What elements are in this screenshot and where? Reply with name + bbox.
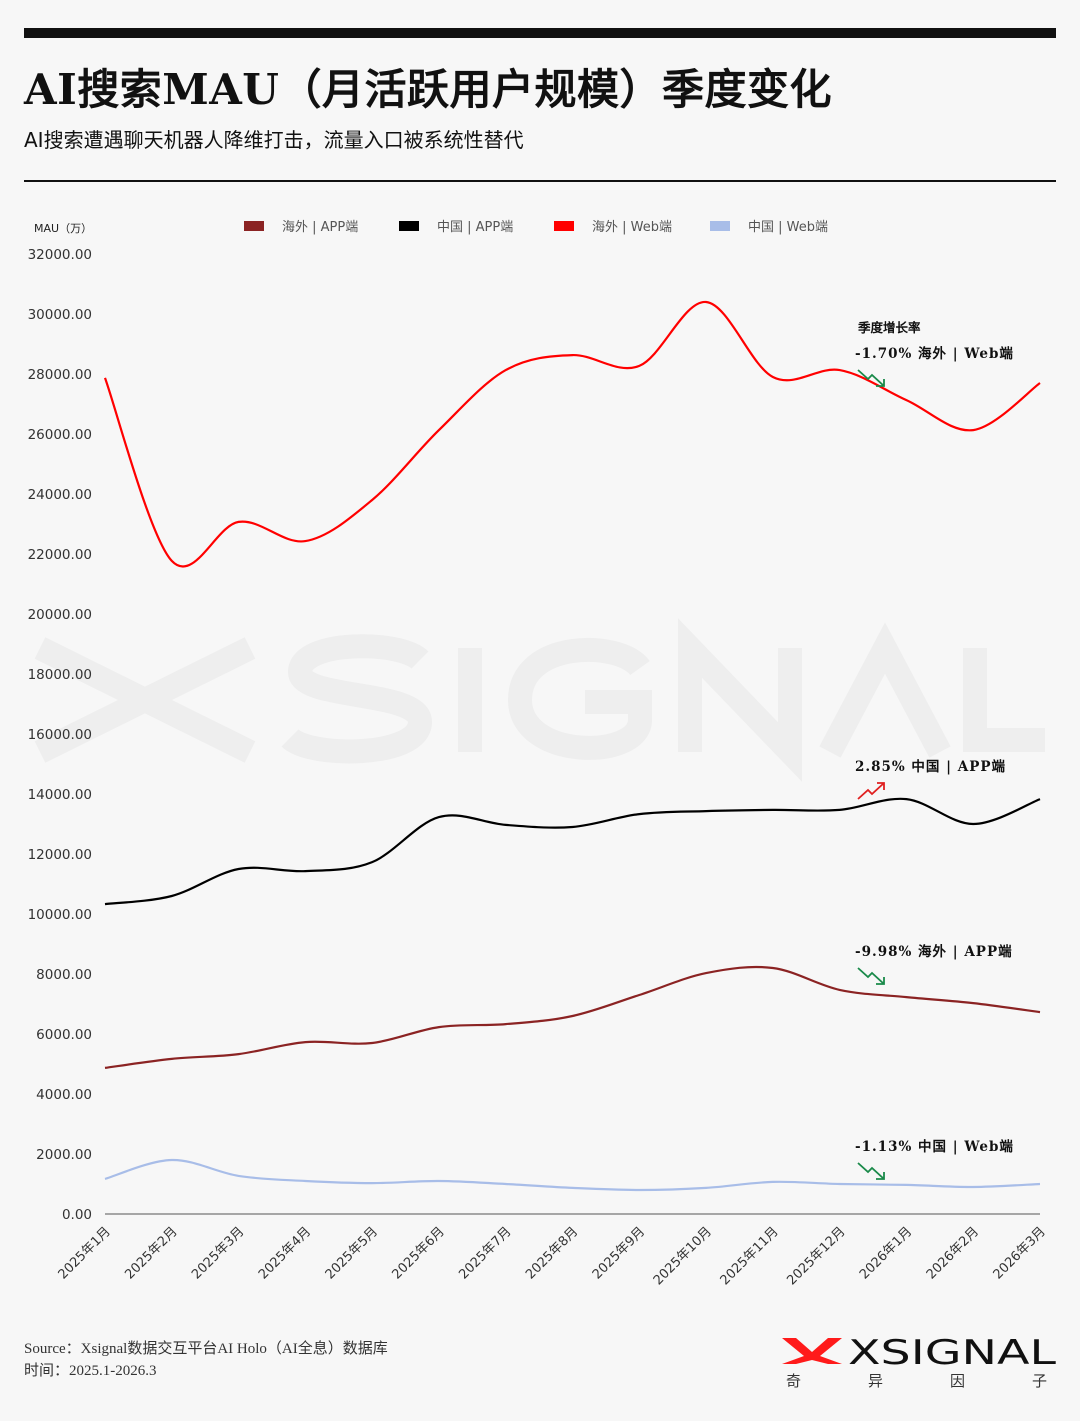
y-tick-label: 16000.00 xyxy=(28,727,92,743)
growth-annotation: -9.98% 海外 | APP端 xyxy=(855,943,1013,960)
footer: Source：Xsignal数据交互平台AI Holo（AI全息）数据库 时间：… xyxy=(24,1338,388,1382)
y-tick-label: 14000.00 xyxy=(28,787,92,803)
y-axis-label: MAU（万） xyxy=(34,222,92,235)
y-tick-label: 10000.00 xyxy=(28,907,92,923)
legend-swatch xyxy=(554,221,574,231)
x-tick-label: 2025年2月 xyxy=(122,1224,180,1282)
x-tick-label: 2025年5月 xyxy=(323,1224,381,1282)
y-tick-label: 4000.00 xyxy=(36,1087,92,1103)
x-tick-label: 2026年3月 xyxy=(991,1224,1049,1282)
logo-subtext-char: 子 xyxy=(1032,1372,1047,1390)
legend-label: 海外 | APP端 xyxy=(282,220,358,235)
xsignal-logo: XSIGNAL 奇 异 因 子 xyxy=(782,1334,1056,1390)
x-tick-label: 2025年3月 xyxy=(189,1224,247,1282)
legend-swatch xyxy=(244,221,264,231)
series-line xyxy=(104,965,1041,1069)
series-line xyxy=(104,1158,1041,1192)
x-tick-label: 2026年1月 xyxy=(857,1224,915,1282)
x-tick-label: 2025年11月 xyxy=(718,1224,782,1288)
y-tick-label: 26000.00 xyxy=(28,427,92,443)
y-tick-label: 24000.00 xyxy=(28,487,92,503)
y-tick-label: 18000.00 xyxy=(28,667,92,683)
logo-subtext-char: 奇 xyxy=(786,1372,801,1390)
source-text: Source：Xsignal数据交互平台AI Holo（AI全息）数据库 xyxy=(24,1341,388,1357)
growth-annotation: -1.70% 海外 | Web端 xyxy=(855,345,1014,362)
x-tick-label: 2025年4月 xyxy=(256,1224,314,1282)
x-tick-label: 2025年10月 xyxy=(651,1224,715,1288)
growth-annotation: -1.13% 中国 | Web端 xyxy=(855,1138,1014,1155)
y-tick-label: 6000.00 xyxy=(36,1027,92,1043)
y-tick-label: 0.00 xyxy=(62,1207,92,1223)
x-tick-label: 2025年7月 xyxy=(456,1224,514,1282)
top-bar xyxy=(24,28,1056,38)
page-subtitle: AI搜索遭遇聊天机器人降维打击，流量入口被系统性替代 xyxy=(24,128,524,152)
trend-down-icon xyxy=(857,967,885,985)
legend-label: 中国 | APP端 xyxy=(437,220,513,235)
legend-swatch xyxy=(399,221,419,231)
y-tick-label: 8000.00 xyxy=(36,967,92,983)
x-tick-label: 2026年2月 xyxy=(924,1224,982,1282)
legend-label: 海外 | Web端 xyxy=(592,220,672,235)
logo-wordmark: XSIGNAL xyxy=(848,1334,1056,1373)
series-line xyxy=(104,797,1041,906)
trend-up-icon xyxy=(857,782,885,800)
y-tick-label: 12000.00 xyxy=(28,847,92,863)
y-tick-label: 2000.00 xyxy=(36,1147,92,1163)
x-tick-label: 2025年8月 xyxy=(523,1224,581,1282)
trend-down-icon xyxy=(857,369,885,387)
series-line xyxy=(103,300,1041,568)
x-tick-label: 2025年6月 xyxy=(390,1224,448,1282)
divider xyxy=(24,180,1056,182)
legend-label: 中国 | Web端 xyxy=(748,220,828,235)
y-tick-label: 32000.00 xyxy=(28,247,92,263)
x-tick-label: 2025年1月 xyxy=(56,1224,114,1282)
y-tick-label: 30000.00 xyxy=(28,307,92,323)
y-tick-label: 22000.00 xyxy=(28,547,92,563)
y-tick-label: 20000.00 xyxy=(28,607,92,623)
time-text: 时间：2025.1-2026.3 xyxy=(24,1363,157,1379)
logo-x-mark xyxy=(782,1338,842,1364)
watermark-xsignal-logo xyxy=(34,618,1045,782)
growth-annotation: 2.85% 中国 | APP端 xyxy=(855,758,1006,775)
legend-swatch xyxy=(710,221,730,231)
annotation-title: 季度增长率 xyxy=(857,320,921,335)
logo-subtext: 奇异因子 xyxy=(786,1372,1047,1390)
logo-subtext-char: 异 xyxy=(868,1372,883,1390)
logo-subtext-char: 因 xyxy=(950,1372,965,1390)
y-tick-label: 28000.00 xyxy=(28,367,92,383)
page-title: AI搜索MAU（月活跃用户规模）季度变化 xyxy=(24,65,832,114)
x-tick-label: 2025年12月 xyxy=(784,1224,848,1288)
x-tick-label: 2025年9月 xyxy=(590,1224,648,1282)
trend-down-icon xyxy=(857,1162,885,1180)
